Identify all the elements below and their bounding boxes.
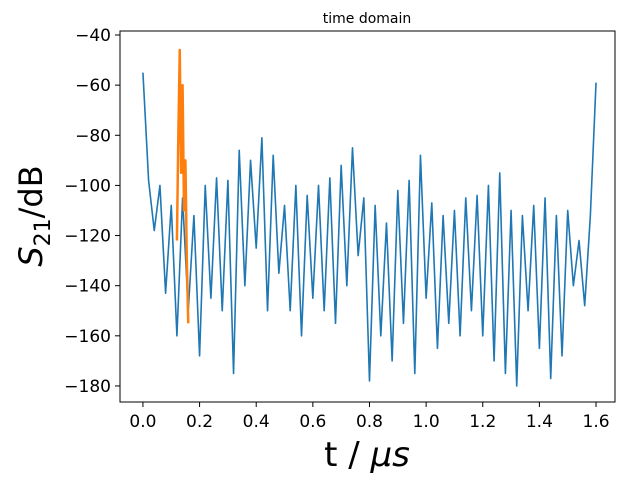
y-tick-label: −160 <box>64 327 111 347</box>
x-label-part: t / <box>324 435 370 475</box>
line-series <box>142 72 597 387</box>
x-tick-label: 0.2 <box>186 412 213 432</box>
chart-title: time domain <box>323 11 412 27</box>
y-tick-label: −140 <box>64 277 111 297</box>
x-tick-label: 1.2 <box>469 412 496 432</box>
y-tick-label: −60 <box>75 76 111 96</box>
plot-frame <box>119 30 616 403</box>
x-tick-label: 1.6 <box>583 412 610 432</box>
y-tick-label: −120 <box>64 227 111 247</box>
y-label-part: /dB <box>12 165 50 218</box>
y-tick-label: −80 <box>75 126 111 146</box>
y-tick-label: −100 <box>64 176 111 196</box>
y-tick-label: −180 <box>64 377 111 397</box>
y-label-part: 21 <box>31 218 56 246</box>
y-label-part: S <box>12 246 50 266</box>
x-tick-label: 0.8 <box>356 412 383 432</box>
x-tick-label: 1.0 <box>413 412 440 432</box>
x-tick-label: 0.0 <box>129 412 156 432</box>
x-tick-label: 0.4 <box>243 412 270 432</box>
y-tick-label: −40 <box>75 26 111 46</box>
x-tick-label: 1.4 <box>526 412 553 432</box>
x-axis-label: t / μs <box>324 435 410 475</box>
line-series <box>175 48 190 324</box>
x-label-part: μs <box>370 435 410 475</box>
y-axis-label: S21/dB <box>12 165 56 266</box>
x-tick-label: 0.6 <box>299 412 326 432</box>
